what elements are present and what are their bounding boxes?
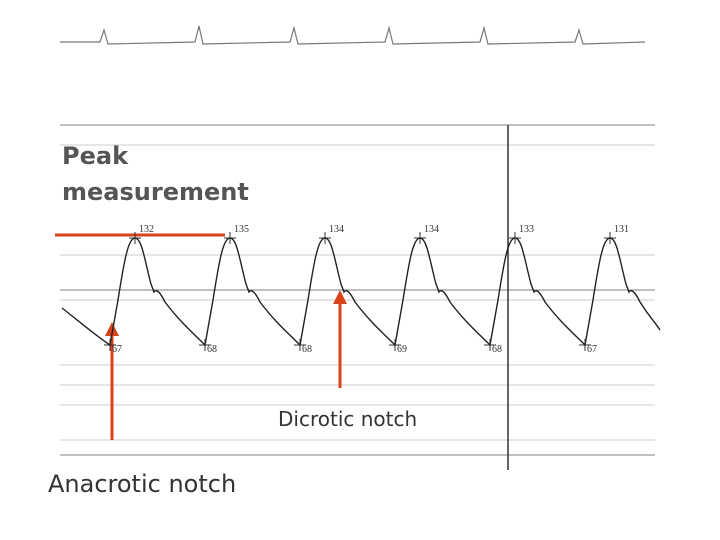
systolic-label: 132	[139, 224, 154, 235]
systolic-label: 131	[614, 224, 629, 235]
systolic-label: 133	[519, 224, 534, 235]
annotation: measurement	[62, 178, 249, 206]
ecg-strip	[60, 25, 646, 45]
systolic-label: 135	[234, 224, 249, 235]
annotation: Peak	[62, 142, 129, 170]
arrow-head	[105, 322, 119, 336]
diastolic-label: 67	[587, 344, 597, 355]
grid-lines	[60, 124, 655, 470]
arterial-waveform	[61, 237, 661, 347]
diastolic-label: 69	[397, 344, 407, 355]
annotation: Dicrotic notch	[278, 407, 417, 431]
systolic-label: 134	[424, 224, 439, 235]
diastolic-label: 67	[112, 344, 122, 355]
diastolic-label: 68	[302, 344, 312, 355]
annotation: Anacrotic notch	[48, 470, 236, 498]
diastolic-label: 68	[207, 344, 217, 355]
diastolic-label: 68	[492, 344, 502, 355]
arrow-head	[333, 290, 347, 304]
systolic-label: 134	[329, 224, 344, 235]
